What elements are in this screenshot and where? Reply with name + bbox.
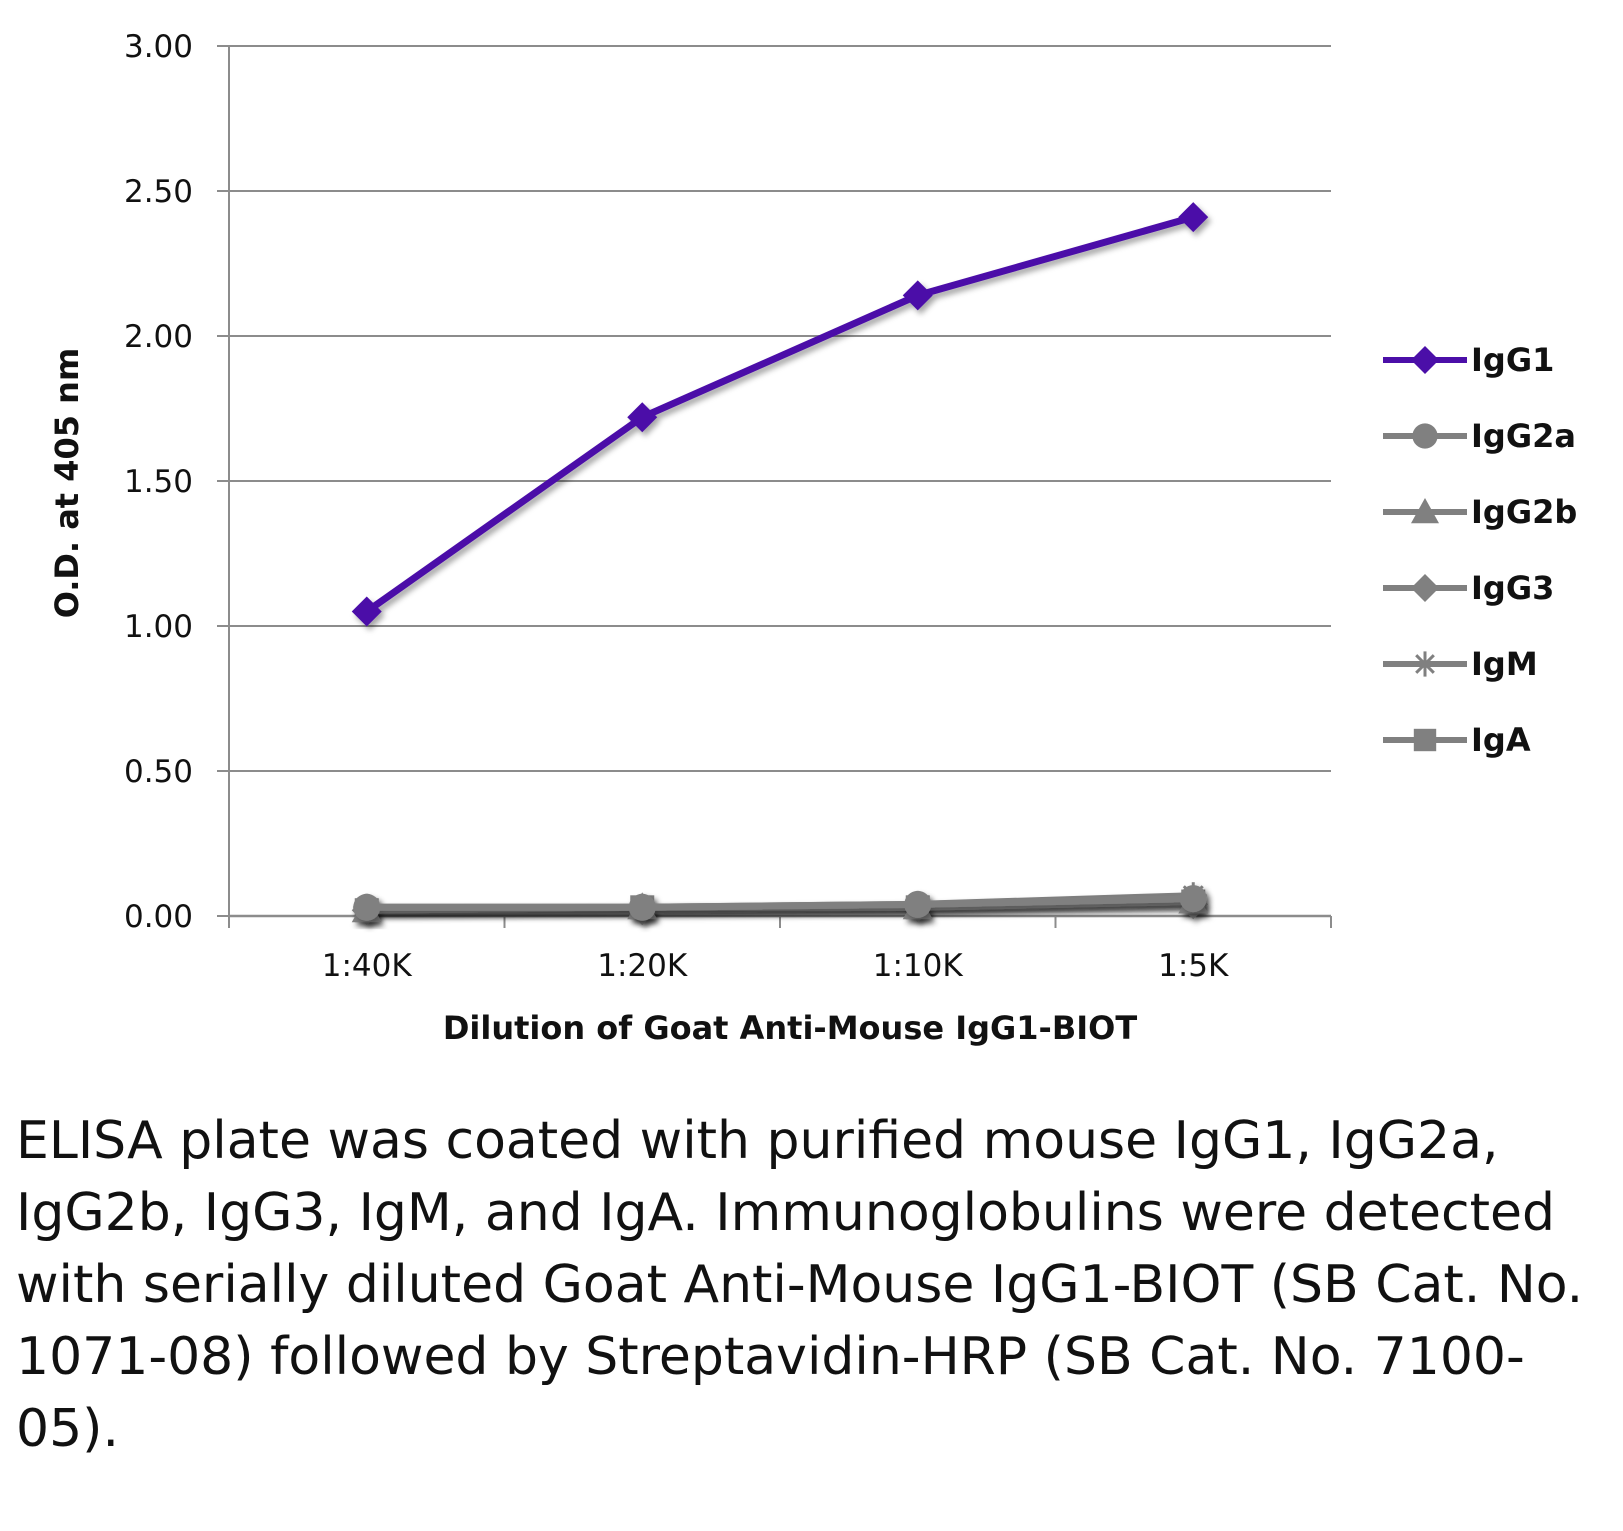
y-tick-label: 2.00 <box>124 319 193 355</box>
marker-diamond <box>351 596 382 627</box>
legend-item: IgG2a <box>1383 417 1576 455</box>
marker-circle <box>1412 423 1438 449</box>
y-tick-label: 3.00 <box>124 29 193 65</box>
x-tick-label: 1:40K <box>322 948 413 984</box>
legend-label: IgA <box>1471 721 1531 759</box>
gridlines <box>217 45 1331 917</box>
legend-label: IgG1 <box>1471 341 1554 379</box>
legend-item: IgG3 <box>1383 569 1554 607</box>
elisa-chart: 0.000.501.001.502.002.503.00 1:40K 1:20K 1… <box>48 29 1577 1047</box>
legend: IgG1 IgG2a IgG2b IgG3 IgM IgA <box>1383 341 1577 759</box>
y-tick-label: 1.50 <box>124 464 193 500</box>
marker-circle <box>353 893 381 921</box>
legend-label: IgG2b <box>1471 493 1577 531</box>
series-igg1 <box>351 202 1209 627</box>
legend-item: IgA <box>1383 721 1531 759</box>
y-tick-label: 0.00 <box>124 899 193 935</box>
marker-circle <box>1179 885 1207 913</box>
x-tick-labels: 1:40K 1:20K 1:10K 1:5K <box>322 948 1229 984</box>
legend-item: IgG1 <box>1383 341 1554 379</box>
marker-circle <box>904 890 932 918</box>
marker-triangle <box>1411 498 1439 524</box>
figure-caption: ELISA plate was coated with purified mou… <box>16 1111 1584 1459</box>
legend-item: IgM <box>1383 645 1538 683</box>
series-line <box>364 213 1195 615</box>
marker-star <box>1412 651 1438 677</box>
marker-diamond <box>1411 574 1439 602</box>
legend-item: IgG2b <box>1383 493 1577 531</box>
y-axis-title: O.D. at 405 nm <box>48 348 86 619</box>
marker-diamond <box>627 402 658 433</box>
marker-square <box>1413 728 1437 752</box>
series-igg2a <box>353 885 1207 921</box>
marker-diamond <box>902 280 933 311</box>
x-tick-label: 1:10K <box>873 948 964 984</box>
y-tick-label: 0.50 <box>124 754 193 790</box>
marker-diamond <box>1178 202 1209 233</box>
y-tick-label: 2.50 <box>124 174 193 210</box>
legend-label: IgG3 <box>1471 569 1554 607</box>
marker-circle <box>628 893 656 921</box>
marker-diamond <box>1411 346 1439 374</box>
x-tick-label: 1:5K <box>1158 948 1229 984</box>
y-tick-label: 1.00 <box>124 609 193 645</box>
x-axis-title: Dilution of Goat Anti-Mouse IgG1-BIOT <box>443 1009 1138 1047</box>
y-tick-labels: 0.00 0.50 1.00 1.50 2.00 2.50 3.00 <box>124 29 193 935</box>
legend-label: IgM <box>1471 645 1538 683</box>
series-line <box>366 895 1194 911</box>
series-layer <box>351 202 1209 926</box>
axes <box>228 46 1332 928</box>
legend-label: IgG2a <box>1471 417 1576 455</box>
x-tick-label: 1:20K <box>597 948 688 984</box>
